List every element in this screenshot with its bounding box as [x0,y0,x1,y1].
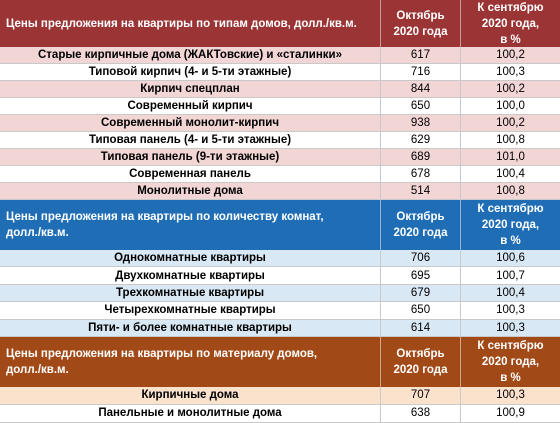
row-value: 100,3 [460,319,560,336]
section-header: Цены предложения на квартиры по материал… [0,336,560,387]
row-value: 678 [380,166,460,182]
section-header: Цены предложения на квартиры по типам до… [0,0,560,47]
row-value: 100,0 [460,98,560,114]
row-label: Однокомнатные квартиры [114,252,266,265]
header-column: К сентябрю 2020 года, в % [460,336,560,387]
row-value: 100,2 [460,115,560,131]
row-label: Кирпич спецплан [140,83,240,95]
table-row: Панельные и монолитные дома 638 100,9 [0,404,560,423]
row-value: 617 [380,47,460,63]
row-value: 938 [380,115,460,131]
row-value: 689 [380,149,460,165]
table-row: Современный кирпич 650 100,0 [0,98,560,115]
row-value: 101,0 [460,149,560,165]
table-row: Типовая панель (9-ти этажные) 689 101,0 [0,149,560,166]
header-column: К сентябрю 2020 года, в % [460,200,560,250]
row-label: Типовой кирпич (4- и 5-ти этажные) [88,66,292,78]
row-value: 100,6 [460,250,560,267]
row-value: 650 [380,302,460,319]
table-row: Типовой кирпич (4- и 5-ти этажные) 716 100… [0,64,560,81]
row-label: Современный кирпич [127,100,253,112]
row-value: 100,2 [460,81,560,97]
row-label: Панельные и монолитные дома [98,407,282,420]
row-label: Трехкомнатные квартиры [115,286,265,299]
row-value: 638 [380,404,460,422]
row-value: 100,3 [460,386,560,404]
table-row: Четырехкомнатные квартиры 650 100,3 [0,302,560,320]
section-header: Цены предложения на квартиры по количест… [0,200,560,250]
table-row: Современный монолит-кирпич 938 100,2 [0,115,560,132]
row-value: 100,4 [460,284,560,302]
table-row: Кирпич спецплан 844 100,2 [0,81,560,98]
table-row: Однокомнатные квартиры 706 100,6 [0,250,560,268]
row-value: 100,2 [460,47,560,63]
header-title: Цены предложения на квартиры по материал… [6,347,318,376]
table-row: Современная панель 678 100,4 [0,166,560,183]
row-value: 100,8 [460,132,560,148]
row-label: Кирпичные дома [141,389,239,402]
row-value: 706 [380,250,460,267]
row-value: 695 [380,267,460,284]
table-row: Монолитные дома 514 100,8 [0,183,560,200]
row-value: 844 [380,81,460,97]
row-value: 100,8 [460,183,560,199]
header-column: К сентябрю 2020 года, в % [460,0,560,47]
row-value: 614 [380,319,460,336]
table-row: Двухкомнатные квартиры 695 100,7 [0,267,560,285]
row-label: Четырехкомнатные квартиры [104,304,276,317]
row-label: Старые кирпичные дома (ЖАКТовские) и «ст… [38,49,342,61]
row-value: 100,3 [460,302,560,319]
row-value: 679 [380,284,460,302]
table-row: Кирпичные дома 707 100,3 [0,386,560,405]
row-label: Монолитные дома [137,185,243,197]
row-value: 629 [380,132,460,148]
row-value: 100,3 [460,64,560,80]
row-value: 650 [380,98,460,114]
row-label: Типовая панель (4- и 5-ти этажные) [88,134,292,146]
row-value: 514 [380,183,460,199]
table-row: Пяти- и более комнатные квартиры 614 100,3 [0,319,560,337]
row-value: 707 [380,386,460,404]
table-row: Трехкомнатные квартиры 679 100,4 [0,284,560,303]
table-row: Типовая панель (4- и 5-ти этажные) 629 100… [0,132,560,149]
row-label: Двухкомнатные квартиры [115,269,265,282]
row-label: Современная панель [129,168,251,180]
row-label: Типовая панель (9-ти этажные) [100,151,280,163]
header-column: Октябрь 2020 года [380,336,460,387]
row-value: 100,9 [460,404,560,422]
row-label: Современный монолит-кирпич [101,117,279,129]
header-title: Цены предложения на квартиры по типам до… [6,17,357,30]
table-row: Старые кирпичные дома (ЖАКТовские) и «ст… [0,47,560,64]
header-title: Цены предложения на квартиры по количест… [6,211,324,239]
row-label: Пяти- и более комнатные квартиры [88,321,292,334]
row-value: 716 [380,64,460,80]
row-value: 100,4 [460,166,560,182]
row-value: 100,7 [460,267,560,284]
header-column: Октябрь 2020 года [380,200,460,250]
header-column: Октябрь 2020 года [380,0,460,47]
